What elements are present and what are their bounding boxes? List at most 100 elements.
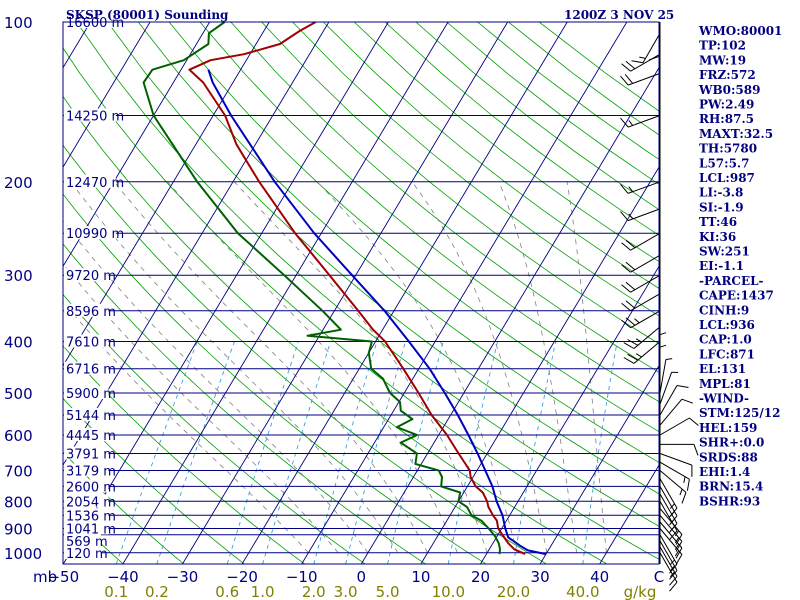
wind-barb-full — [648, 55, 661, 61]
index-value: -WIND- — [699, 392, 749, 406]
mixing-ratio-line — [313, 341, 378, 564]
mixing-ratio-line — [447, 341, 499, 564]
wind-barb-staff — [659, 540, 678, 571]
index-value: BRN:15.4 — [699, 480, 763, 494]
moist-adiabat — [234, 181, 488, 553]
wind-barb — [659, 540, 678, 580]
wind-barb-full — [669, 581, 678, 592]
wind-barb — [659, 493, 678, 533]
height-label-bg — [64, 521, 109, 535]
isotherm — [301, 22, 628, 564]
height-label: 3179 m — [66, 465, 116, 480]
dewpoint-profile — [142, 22, 501, 555]
isotherm — [63, 22, 330, 466]
height-label: 9720 m — [66, 269, 116, 284]
dry-adiabat — [261, 22, 659, 345]
temperature-tick-label: −50 — [47, 568, 79, 586]
wind-barb-staff — [659, 453, 693, 466]
index-value: SHR+:0.0 — [699, 436, 764, 450]
height-label-bg — [64, 386, 109, 399]
index-value: BSHR:93 — [699, 494, 760, 508]
index-value: CINH:9 — [699, 303, 749, 317]
dry-adiabat — [76, 22, 659, 527]
wind-barb-half — [634, 318, 640, 324]
wind-barb-staff — [659, 398, 683, 426]
mixing-ratio-label: 0.2 — [145, 583, 169, 600]
dry-adiabat — [323, 22, 659, 289]
wind-barb-full — [675, 534, 683, 545]
wind-barb — [621, 274, 661, 293]
wind-barb-half — [628, 186, 634, 193]
wind-barb — [659, 332, 667, 369]
wind-barb — [621, 310, 661, 329]
isotherm — [480, 265, 659, 564]
wind-barb-staff — [627, 181, 661, 194]
mixing-ratio-line — [513, 341, 557, 564]
wind-barb-staff — [659, 528, 683, 555]
dry-adiabat — [63, 193, 487, 564]
pressure-label: 900 — [4, 521, 33, 539]
wind-barb-half — [639, 56, 646, 59]
index-value: LI:-3.8 — [699, 186, 743, 200]
wind-barb-staff — [659, 534, 678, 565]
wind-barb — [659, 528, 683, 565]
height-label: 8596 m — [66, 305, 116, 320]
wind-barb-staff — [633, 341, 661, 364]
wind-barb-full — [620, 184, 629, 194]
wind-barb-full — [625, 317, 636, 326]
height-label-bg — [64, 494, 109, 508]
wind-barb-full — [621, 264, 631, 273]
height-label-bg — [64, 361, 109, 375]
wind-barb — [620, 181, 661, 194]
dry-adiabat — [63, 47, 659, 560]
mixing-ratio-label: 1.0 — [251, 583, 275, 600]
mixing-ratio-line — [387, 341, 444, 564]
wind-barb-full — [669, 523, 678, 533]
wind-barb-full — [669, 563, 678, 574]
wind-barb-staff — [630, 232, 661, 251]
height-label-bg — [64, 408, 109, 421]
index-value: LCL:987 — [699, 171, 755, 185]
height-label-bg — [64, 334, 109, 348]
index-value: RH:87.5 — [699, 112, 754, 126]
mixing-ratio-label: 0.1 — [104, 583, 128, 600]
height-label: 1536 m — [66, 509, 116, 524]
pressure-label: 400 — [4, 334, 33, 352]
moist-adiabat — [317, 181, 518, 553]
index-value: STM:125/12 — [699, 406, 780, 420]
isotherm — [122, 22, 449, 564]
wind-barb — [659, 552, 678, 592]
wind-barb-half — [669, 565, 675, 572]
wind-barb — [659, 521, 683, 559]
index-value: SW:251 — [699, 245, 750, 259]
wind-barb-staff — [659, 417, 690, 436]
wind-barb — [620, 208, 661, 222]
wind-barb — [623, 326, 661, 349]
temperature-tick-label: 20 — [471, 568, 490, 586]
wind-barb-full — [627, 353, 639, 361]
index-value: LFC:871 — [699, 347, 755, 361]
mixing-ratio-label: 10.0 — [432, 583, 465, 600]
dry-adiabat — [63, 397, 245, 564]
plot-frame — [62, 21, 660, 565]
wind-barb-half — [669, 503, 675, 509]
mixing-ratio-label: 5.0 — [376, 583, 400, 600]
wind-barb-full — [621, 319, 631, 329]
wind-barb-staff — [659, 470, 687, 493]
dry-adiabat — [63, 451, 185, 564]
wind-barb-full — [669, 515, 678, 526]
height-label: 1041 m — [66, 523, 116, 538]
index-value: L57:5.7 — [699, 156, 749, 170]
height-label: 5900 m — [66, 387, 116, 402]
wind-barb — [659, 508, 683, 545]
pressure-label: 100 — [4, 14, 33, 32]
temperature-tick-label: C — [654, 568, 664, 586]
wind-barb-full — [631, 60, 644, 64]
wind-barb-full — [621, 284, 631, 293]
wind-barb — [620, 72, 661, 86]
wind-barb-full — [669, 576, 678, 586]
wind-barb-staff — [659, 461, 690, 480]
height-label: 12470 m — [66, 176, 124, 191]
